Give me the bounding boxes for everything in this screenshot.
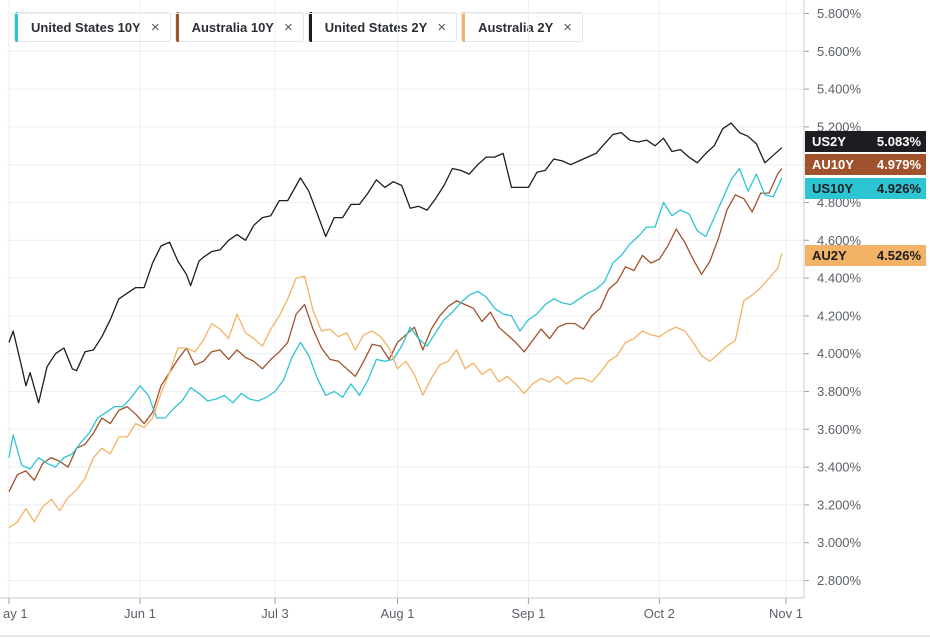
- end-label-bg: [805, 178, 926, 199]
- y-tick-label: 4.200%: [817, 308, 862, 323]
- legend-label-au2y: Australia 2Y: [478, 19, 554, 35]
- end-label-tag: AU10Y: [812, 157, 854, 172]
- end-label-au10y: AU10Y 4.979%: [805, 154, 926, 175]
- x-tick-label: Jul 3: [261, 606, 288, 621]
- end-label-bg: [805, 154, 926, 175]
- end-label-value: 4.926%: [877, 181, 922, 196]
- y-tick-label: 4.000%: [817, 346, 862, 361]
- series-line-3: [8, 253, 783, 529]
- end-label-tag: US10Y: [812, 181, 854, 196]
- y-tick-label: 3.400%: [817, 460, 862, 475]
- end-label-us2y: US2Y 5.083%: [805, 131, 926, 152]
- y-tick-label: 3.200%: [817, 497, 862, 512]
- legend-swatch-au10y: [175, 12, 179, 42]
- y-tick-label: 5.200%: [817, 119, 862, 134]
- remove-au10y-close-icon[interactable]: ×: [283, 18, 293, 36]
- end-label-bg: [805, 131, 926, 152]
- end-label-tag: AU2Y: [812, 248, 847, 263]
- legend-chip-au10y[interactable]: Australia 10Y ×: [174, 12, 304, 42]
- series-line-2: [8, 167, 783, 470]
- legend-swatch-us10y: [15, 12, 18, 42]
- end-label-tag: US2Y: [812, 134, 846, 149]
- end-label-us10y: US10Y 4.926%: [805, 178, 926, 199]
- y-tick-label: 4.400%: [817, 271, 862, 286]
- remove-us2y-close-icon[interactable]: ×: [437, 18, 447, 36]
- x-tick-label: Jun 1: [124, 606, 156, 621]
- legend-swatch-au2y: [462, 12, 466, 42]
- y-tick-label: 2.800%: [817, 573, 862, 588]
- x-tick-label: Nov 1: [769, 606, 803, 621]
- end-label-value: 4.979%: [877, 157, 922, 172]
- end-label-value: 4.526%: [877, 248, 922, 263]
- end-label-value: 5.083%: [877, 134, 922, 149]
- series-line-1: [8, 168, 783, 492]
- y-tick-label: 4.600%: [817, 233, 862, 248]
- x-tick-label: ay 1: [3, 606, 28, 621]
- legend-label-us2y: United States 2Y: [324, 19, 428, 35]
- x-tick-label: Oct 2: [644, 606, 675, 621]
- legend: United States 10Y × Australia 10Y × Unit…: [14, 12, 584, 42]
- y-tick-label: 3.600%: [817, 422, 862, 437]
- y-tick-label: 3.000%: [817, 535, 862, 550]
- x-tick-label: Aug 1: [381, 606, 415, 621]
- y-tick-label: 3.800%: [817, 384, 862, 399]
- remove-us10y-close-icon[interactable]: ×: [150, 18, 160, 36]
- end-label-au2y: AU2Y 4.526%: [805, 245, 926, 266]
- x-tick-label: Sep 1: [511, 606, 545, 621]
- legend-chip-us2y[interactable]: United States 2Y ×: [307, 12, 458, 42]
- legend-swatch-us2y: [308, 12, 312, 42]
- remove-au2y-close-icon[interactable]: ×: [563, 18, 573, 36]
- y-tick-label: 5.400%: [817, 82, 862, 97]
- y-tick-label: 5.800%: [817, 6, 862, 21]
- y-tick-label: 5.600%: [817, 44, 862, 59]
- legend-label-au10y: Australia 10Y: [191, 19, 274, 35]
- legend-chip-au2y[interactable]: Australia 2Y ×: [461, 12, 584, 42]
- legend-chip-us10y[interactable]: United States 10Y ×: [14, 12, 171, 42]
- end-label-bg: [805, 245, 926, 266]
- series-line-0: [8, 122, 783, 404]
- legend-label-us10y: United States 10Y: [31, 19, 141, 35]
